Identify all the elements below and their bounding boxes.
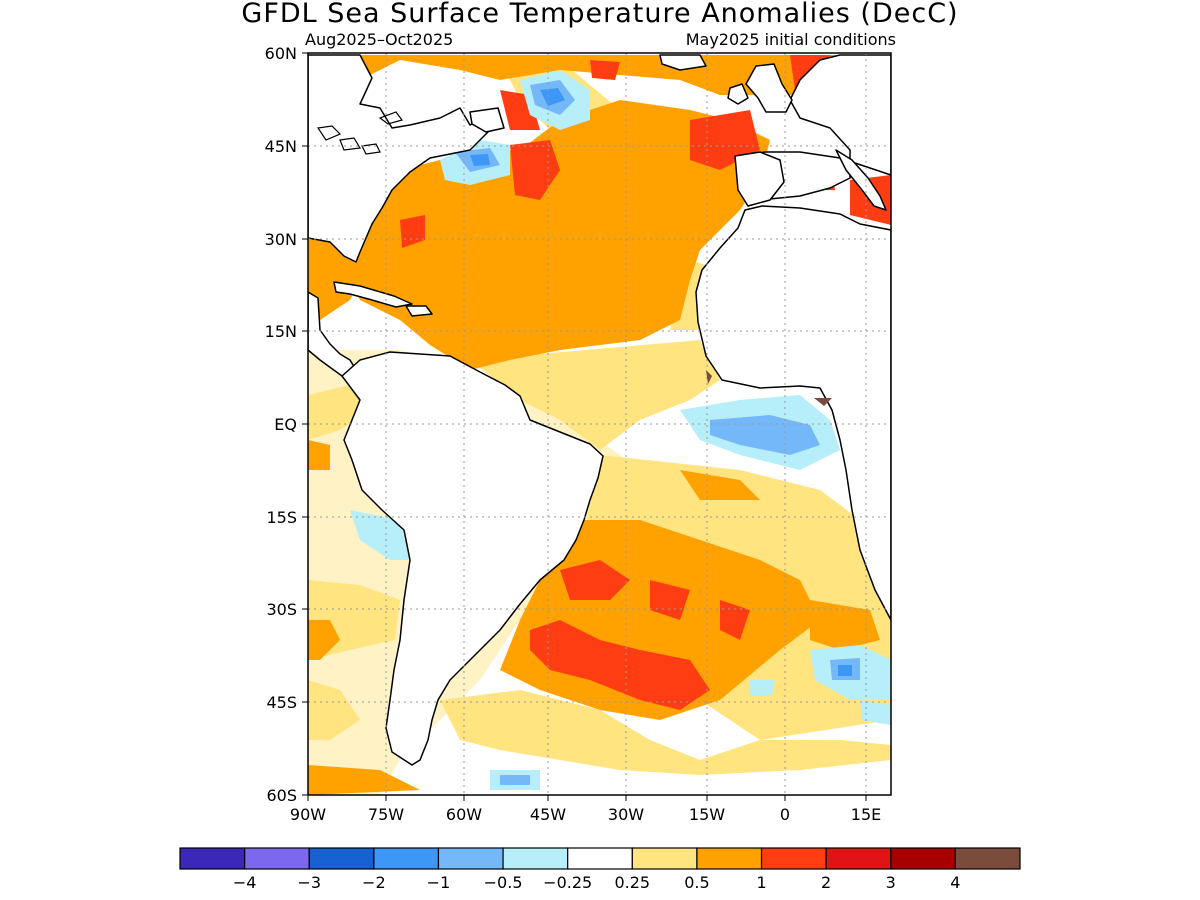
colorbar-swatch [760, 847, 827, 870]
lon-label-15w: 15W [689, 805, 725, 824]
colorbar-labels: −4 −3 −2 −1 −0.5 −0.25 0.25 0.5 1 2 3 4 [233, 873, 961, 892]
italy-peninsula [835, 149, 887, 211]
colorbar-swatch [437, 847, 504, 870]
colorbar-swatch [244, 847, 310, 870]
colorbar-swatch [631, 847, 698, 870]
africa-landmass [695, 205, 891, 621]
hispaniola-island [405, 305, 433, 317]
cuba-island [333, 281, 413, 308]
initial-conditions: May2025 initial conditions [686, 30, 896, 49]
map-title: GFDL Sea Surface Temperature Anomalies (… [241, 0, 958, 29]
colorbar-label: −0.5 [484, 873, 523, 892]
colorbar-label: −4 [233, 873, 257, 892]
axis-tick-marks [302, 52, 867, 801]
lat-label-15s: 15S [266, 508, 297, 527]
colorbar-label: −3 [297, 873, 321, 892]
lon-label-0: 0 [780, 805, 790, 824]
colorbar-label: 2 [821, 873, 831, 892]
colorbar [179, 847, 1021, 870]
iceland-island [659, 54, 707, 71]
central-america-landmass [308, 291, 357, 377]
colorbar-swatch [890, 847, 956, 870]
extreme-anomaly-spots [706, 370, 832, 406]
lat-label-eq: EQ [274, 415, 297, 434]
colorbar-label: 1 [756, 873, 766, 892]
great-britain-island [745, 63, 793, 113]
lat-label-30n: 30N [265, 230, 297, 249]
anomaly-shading-blue [455, 80, 860, 785]
lat-label-30s: 30S [266, 600, 297, 619]
colorbar-swatch [373, 847, 440, 870]
lat-label-60s: 60S [266, 786, 297, 805]
lat-label-45n: 45N [265, 137, 297, 156]
colorbar-label: 4 [950, 873, 960, 892]
colorbar-label: 3 [886, 873, 896, 892]
colorbar-swatch [954, 847, 1021, 870]
land-masses [308, 54, 891, 766]
lon-label-45w: 45W [530, 805, 566, 824]
colorbar-label: 0.25 [614, 873, 650, 892]
ireland-island [727, 83, 749, 105]
lon-label-75w: 75W [368, 805, 404, 824]
colorbar-swatch [696, 847, 763, 870]
colorbar-swatch [308, 847, 375, 870]
lat-label-45s: 45S [266, 693, 297, 712]
map-panel [308, 53, 891, 795]
lon-label-30w: 30W [608, 805, 644, 824]
colorbar-label: −0.25 [543, 873, 592, 892]
colorbar-swatch [179, 847, 246, 870]
south-america-landmass [341, 351, 604, 766]
lat-label-15n: 15N [265, 322, 297, 341]
colorbar-swatch [567, 847, 633, 870]
lat-label-60n: 60N [265, 44, 297, 63]
lakes-and-rivers [316, 111, 404, 155]
lon-label-60w: 60W [446, 805, 482, 824]
iberia-landmass [734, 151, 785, 207]
longitude-labels: 90W 75W 60W 45W 30W 15W 0 15E [290, 805, 881, 824]
north-america-landmass [308, 54, 489, 263]
lon-label-90w: 90W [290, 805, 326, 824]
colorbar-swatch [825, 847, 892, 870]
latitude-labels: 60N 45N 30N 15N EQ 15S 30S 45S 60S [265, 44, 297, 805]
forecast-period: Aug2025–Oct2025 [305, 30, 453, 49]
colorbar-label: −1 [427, 873, 451, 892]
lon-label-15e: 15E [851, 805, 881, 824]
newfoundland-island [469, 107, 505, 133]
colorbar-label: −2 [362, 873, 386, 892]
colorbar-swatch [502, 847, 569, 870]
graticule [308, 53, 891, 795]
colorbar-label: 0.5 [684, 873, 709, 892]
